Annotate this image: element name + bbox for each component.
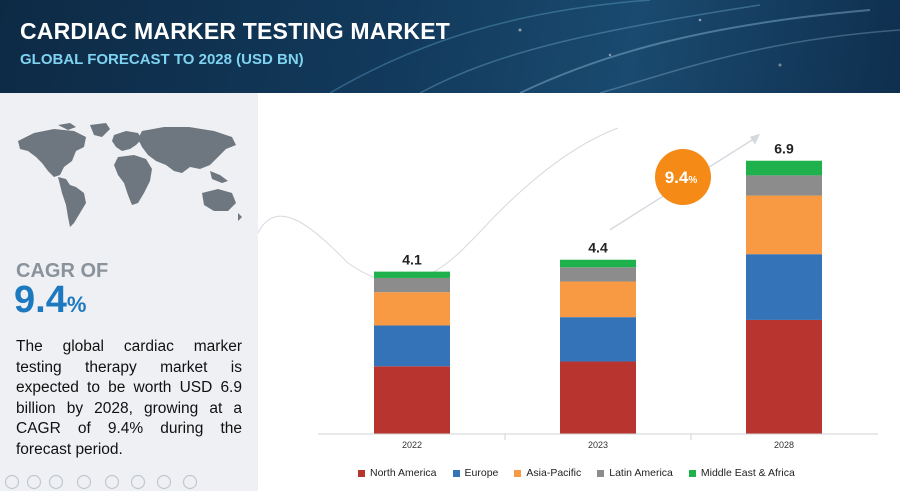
bar-total-label: 4.1 bbox=[402, 252, 422, 268]
legend-item: North America bbox=[358, 467, 437, 479]
legend-label: Asia-Pacific bbox=[526, 467, 582, 479]
toolbar-screen-icon[interactable] bbox=[104, 474, 120, 490]
bar-total-label: 4.4 bbox=[588, 240, 608, 256]
toolbar-edit-icon[interactable] bbox=[156, 474, 172, 490]
x-tick-label: 2023 bbox=[588, 440, 608, 450]
growth-badge bbox=[655, 149, 711, 205]
legend-swatch bbox=[514, 469, 522, 477]
bar-segment-europe-2028 bbox=[746, 254, 822, 320]
legend-label: Middle East & Africa bbox=[700, 467, 795, 479]
bar-segment-europe-2023 bbox=[560, 317, 636, 362]
legend-swatch bbox=[452, 469, 460, 477]
legend-swatch bbox=[597, 469, 605, 477]
bar-segment-north-america-2028 bbox=[746, 319, 822, 434]
header-background-graphic bbox=[329, 0, 900, 93]
legend-label: North America bbox=[370, 467, 437, 479]
viewer-toolbar bbox=[4, 474, 198, 490]
bar-segment-middle-east-africa-2022 bbox=[374, 271, 450, 278]
bar-segment-north-america-2022 bbox=[374, 366, 450, 434]
page-subtitle: GLOBAL FORECAST TO 2028 (USD BN) bbox=[20, 51, 304, 68]
cagr-label: CAGR OF bbox=[16, 260, 109, 282]
toolbar-more-icon[interactable] bbox=[182, 474, 198, 490]
toolbar-copy-icon[interactable] bbox=[76, 474, 92, 490]
decorative-curve bbox=[257, 127, 619, 283]
legend-label: Europe bbox=[464, 467, 499, 479]
toolbar-zoom-icon[interactable] bbox=[130, 474, 146, 490]
bar-segment-latin-america-2023 bbox=[560, 267, 636, 282]
legend-swatch bbox=[688, 469, 696, 477]
bar-total-label: 6.9 bbox=[774, 141, 794, 157]
cagr-value: 9.4% bbox=[14, 279, 86, 322]
bar-segment-latin-america-2022 bbox=[374, 277, 450, 293]
legend-item: Asia-Pacific bbox=[514, 467, 581, 479]
legend-item: Middle East & Africa bbox=[688, 467, 795, 479]
header-banner: CARDIAC MARKER TESTING MARKET GLOBAL FOR… bbox=[0, 0, 900, 93]
bar-segment-middle-east-africa-2028 bbox=[746, 160, 822, 176]
bar-segment-asia-pacific-2023 bbox=[560, 281, 636, 318]
growth-badge-unit: % bbox=[688, 175, 697, 186]
legend-item: Europe bbox=[452, 467, 499, 479]
world-map-icon bbox=[18, 123, 242, 227]
bar-segment-europe-2022 bbox=[374, 325, 450, 367]
chart-area: 4.1 4.4 6.9 9.4% 2022 2023 2028 bbox=[257, 93, 900, 491]
bar-segment-latin-america-2028 bbox=[746, 175, 822, 196]
market-description: The global cardiac marker testing therap… bbox=[16, 338, 242, 458]
x-tick-label: 2028 bbox=[774, 440, 794, 450]
cagr-percent-sign: % bbox=[66, 292, 87, 317]
bar-segment-asia-pacific-2022 bbox=[374, 292, 450, 326]
toolbar-forward-icon[interactable] bbox=[48, 474, 64, 490]
summary-panel: CAGR OF 9.4% The global cardiac marker t… bbox=[0, 93, 258, 491]
bar-segment-middle-east-africa-2023 bbox=[560, 259, 636, 268]
toolbar-back-icon[interactable] bbox=[4, 474, 20, 490]
stacked-bar-chart: 4.1 4.4 6.9 9.4% 2022 2023 2028 bbox=[257, 127, 878, 450]
legend-item: Latin America bbox=[597, 467, 673, 479]
bar-segment-north-america-2023 bbox=[560, 361, 636, 434]
legend-label: Latin America bbox=[609, 467, 673, 479]
toolbar-play-icon[interactable] bbox=[26, 474, 42, 490]
growth-badge-number: 9.4 bbox=[665, 168, 689, 187]
legend-swatch bbox=[358, 469, 365, 477]
cagr-number: 9.4 bbox=[14, 279, 67, 321]
x-tick-label: 2022 bbox=[402, 440, 422, 450]
bar-segment-asia-pacific-2028 bbox=[746, 195, 822, 255]
page-title: CARDIAC MARKER TESTING MARKET bbox=[20, 18, 451, 44]
growth-badge-label: 9.4% bbox=[665, 168, 698, 187]
growth-arrow-head-icon bbox=[750, 133, 760, 145]
chart-legend: North America Europe Asia-Pacific Latin Ame… bbox=[358, 466, 811, 480]
